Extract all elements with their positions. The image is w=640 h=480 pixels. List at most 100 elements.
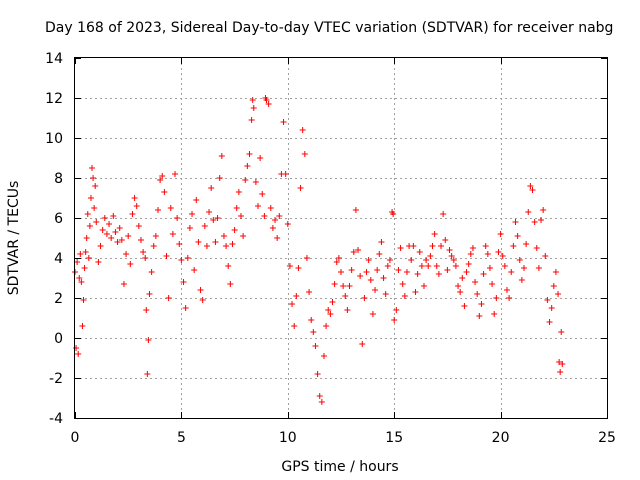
data-point xyxy=(197,287,204,293)
data-point xyxy=(533,245,540,251)
data-point xyxy=(81,265,88,271)
data-point xyxy=(191,267,198,273)
data-point xyxy=(327,311,334,317)
data-point xyxy=(237,213,244,219)
data-point xyxy=(403,269,410,275)
data-point xyxy=(159,173,166,179)
data-point xyxy=(325,307,332,313)
data-point xyxy=(408,257,415,263)
data-point xyxy=(525,209,532,215)
data-point xyxy=(438,243,445,249)
data-point xyxy=(165,295,172,301)
data-point xyxy=(433,263,440,269)
data-point xyxy=(410,243,417,249)
data-point xyxy=(233,205,240,211)
data-point xyxy=(510,243,517,249)
data-point xyxy=(314,371,321,377)
data-point xyxy=(531,219,538,225)
data-point xyxy=(395,267,402,273)
data-point xyxy=(376,251,383,257)
data-point xyxy=(280,119,287,125)
data-point xyxy=(129,211,136,217)
data-point xyxy=(297,185,304,191)
data-point xyxy=(414,271,421,277)
data-point xyxy=(76,275,83,281)
data-point xyxy=(308,317,315,323)
data-point xyxy=(442,237,449,243)
data-point xyxy=(318,399,325,405)
data-point xyxy=(143,307,150,313)
data-point xyxy=(338,269,344,275)
data-point xyxy=(521,265,528,271)
y-tick-label: 6 xyxy=(54,211,63,227)
data-point xyxy=(527,183,534,189)
data-point xyxy=(310,329,317,335)
data-point xyxy=(223,243,230,249)
data-point xyxy=(382,291,389,297)
data-point xyxy=(227,281,234,287)
data-point xyxy=(110,213,117,219)
data-point xyxy=(508,269,515,275)
data-point xyxy=(82,249,89,255)
data-point xyxy=(348,267,355,273)
data-point xyxy=(210,217,217,223)
data-point xyxy=(535,265,542,271)
data-point xyxy=(476,313,483,319)
data-point xyxy=(235,189,242,195)
data-point xyxy=(193,197,200,203)
data-point xyxy=(340,283,347,289)
data-point xyxy=(85,255,92,261)
data-point xyxy=(435,271,442,277)
data-point xyxy=(529,187,536,193)
data-point xyxy=(78,279,85,285)
data-point xyxy=(459,275,466,281)
data-point xyxy=(195,239,202,245)
data-point xyxy=(367,277,374,283)
data-point xyxy=(489,281,496,287)
data-point xyxy=(152,233,159,239)
data-point xyxy=(446,247,453,253)
data-point xyxy=(289,301,296,307)
data-point xyxy=(261,213,268,219)
y-tick-label: 4 xyxy=(54,251,63,267)
data-point xyxy=(218,153,225,159)
x-tick-label: 20 xyxy=(492,430,510,446)
data-point xyxy=(523,241,530,247)
data-point xyxy=(286,263,293,269)
data-point xyxy=(452,263,459,269)
data-point xyxy=(391,317,398,323)
axis-ticks xyxy=(75,58,608,419)
data-point xyxy=(257,155,264,161)
data-point xyxy=(216,175,223,181)
data-point xyxy=(457,289,464,295)
data-point xyxy=(399,281,406,287)
data-point xyxy=(135,223,142,229)
data-point xyxy=(429,243,436,249)
data-point xyxy=(189,211,196,217)
data-point xyxy=(246,151,253,157)
data-point xyxy=(503,287,510,293)
data-point xyxy=(75,351,82,357)
data-point xyxy=(512,219,519,225)
data-point xyxy=(259,191,266,197)
data-point xyxy=(101,215,108,221)
data-point xyxy=(427,253,434,259)
data-point xyxy=(514,233,521,239)
data-point xyxy=(516,257,523,263)
data-point xyxy=(229,241,236,247)
data-point xyxy=(384,263,391,269)
data-point xyxy=(501,263,508,269)
x-tick-label: 0 xyxy=(71,430,80,446)
data-point xyxy=(293,293,300,299)
data-point xyxy=(544,297,551,303)
data-point xyxy=(242,177,249,183)
data-point xyxy=(299,127,306,133)
data-point xyxy=(448,253,455,259)
data-point xyxy=(540,207,547,213)
data-point xyxy=(506,295,513,301)
data-point xyxy=(478,301,485,307)
data-point xyxy=(125,233,132,239)
data-point xyxy=(145,337,152,343)
data-point xyxy=(120,281,127,287)
